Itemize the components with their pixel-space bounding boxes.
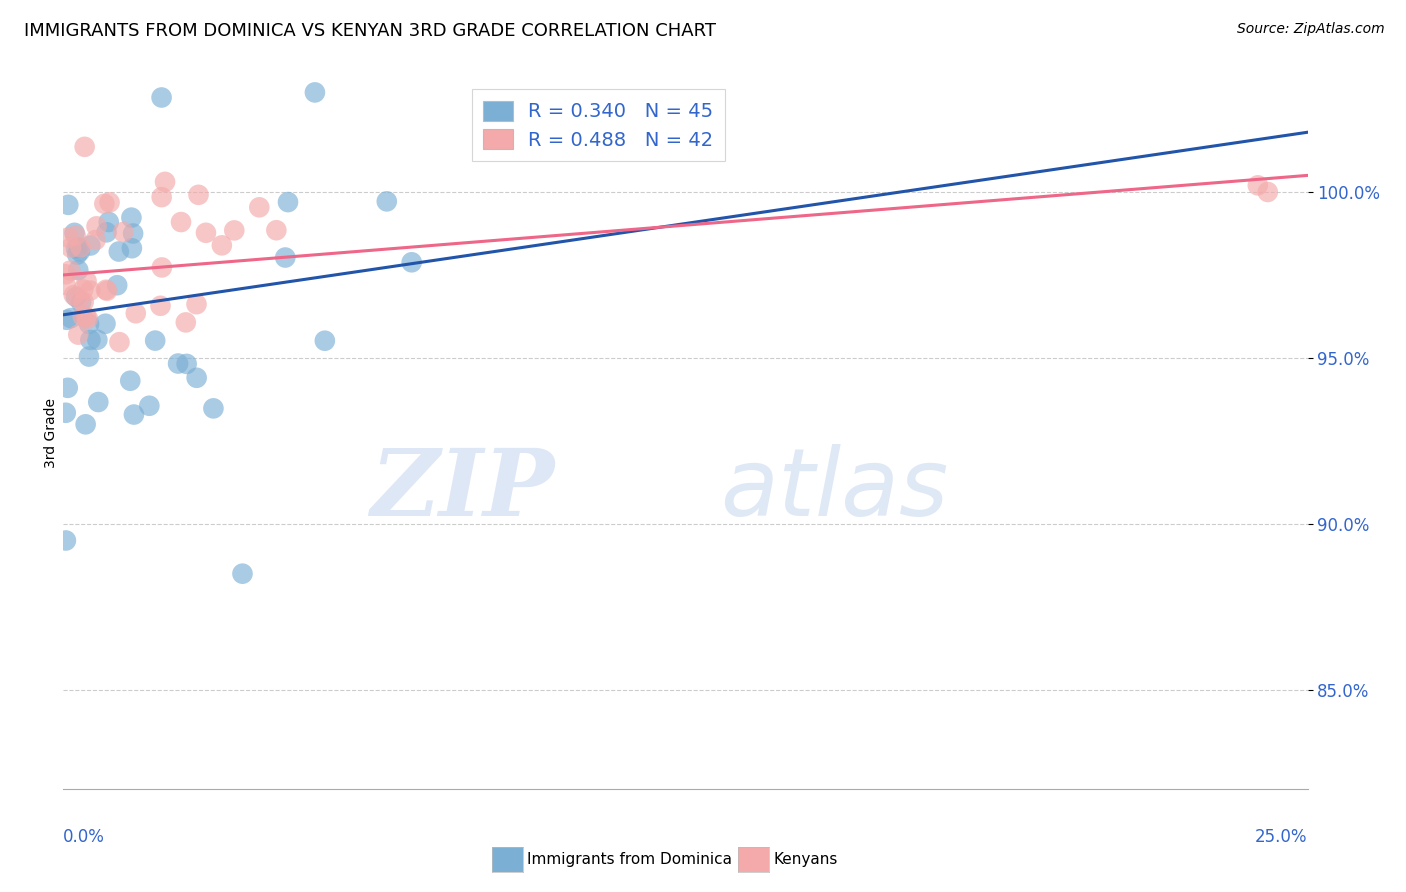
Point: [73, 140, 96, 154]
Point: [122, 227, 145, 241]
Point: [108, 335, 131, 350]
Point: [150, 260, 173, 275]
Point: [58, 198, 80, 212]
Point: [65, 290, 87, 304]
Point: [79, 333, 101, 347]
Point: [1257, 185, 1279, 199]
Point: [67, 291, 90, 305]
Point: [277, 195, 299, 210]
Point: [55, 533, 77, 548]
Point: [170, 215, 193, 229]
Point: [401, 255, 423, 269]
Point: [186, 297, 208, 311]
Point: [247, 200, 270, 214]
Y-axis label: 3rd Grade: 3rd Grade: [44, 398, 58, 467]
Text: IMMIGRANTS FROM DOMINICA VS KENYAN 3RD GRADE CORRELATION CHART: IMMIGRANTS FROM DOMINICA VS KENYAN 3RD G…: [24, 22, 716, 40]
Point: [65, 242, 87, 256]
Point: [96, 225, 118, 239]
Point: [105, 278, 128, 293]
Point: [314, 334, 336, 348]
Point: [122, 408, 145, 422]
Point: [75, 417, 97, 432]
Point: [84, 233, 107, 247]
Point: [56, 230, 79, 244]
Point: [63, 226, 86, 240]
Point: [96, 284, 118, 298]
Point: [76, 311, 98, 326]
Point: [187, 187, 209, 202]
Point: [149, 299, 172, 313]
Point: [150, 90, 173, 104]
Point: [231, 566, 253, 581]
Point: [375, 194, 398, 209]
Point: [94, 317, 117, 331]
Point: [98, 195, 121, 210]
Point: [59, 263, 82, 277]
Point: [67, 327, 90, 342]
Point: [72, 310, 94, 324]
Point: [69, 244, 91, 259]
Legend: R = 0.340   N = 45, R = 0.488   N = 42: R = 0.340 N = 45, R = 0.488 N = 42: [472, 89, 725, 161]
Point: [138, 399, 160, 413]
Point: [112, 225, 135, 239]
Point: [274, 251, 297, 265]
Point: [150, 190, 173, 204]
Point: [1247, 178, 1270, 193]
Point: [55, 406, 77, 420]
Point: [77, 350, 100, 364]
Point: [79, 284, 101, 298]
Text: ZIP: ZIP: [371, 445, 555, 534]
Point: [69, 240, 91, 254]
Text: Kenyans: Kenyans: [773, 853, 838, 867]
Point: [153, 175, 176, 189]
Point: [120, 374, 142, 388]
Point: [59, 311, 82, 326]
Point: [65, 228, 87, 243]
Text: 0.0%: 0.0%: [63, 828, 105, 846]
Point: [77, 317, 100, 331]
Point: [67, 263, 90, 277]
Point: [76, 274, 98, 288]
Text: Source: ZipAtlas.com: Source: ZipAtlas.com: [1237, 22, 1385, 37]
Point: [55, 268, 77, 282]
Text: 25.0%: 25.0%: [1256, 828, 1308, 846]
Text: Immigrants from Dominica: Immigrants from Dominica: [527, 853, 733, 867]
Point: [93, 196, 115, 211]
Point: [67, 241, 90, 255]
Point: [176, 357, 198, 371]
Point: [66, 247, 89, 261]
Point: [186, 371, 208, 385]
Point: [211, 238, 233, 252]
Point: [79, 238, 101, 252]
Point: [304, 86, 326, 100]
Point: [87, 395, 110, 409]
Point: [72, 283, 94, 297]
Point: [143, 334, 166, 348]
Point: [75, 310, 97, 324]
Point: [55, 278, 77, 293]
Point: [120, 211, 142, 225]
Point: [97, 215, 120, 229]
Point: [56, 313, 79, 327]
Point: [174, 315, 197, 329]
Point: [125, 306, 148, 320]
Point: [194, 226, 217, 240]
Point: [167, 357, 190, 371]
Text: atlas: atlas: [721, 444, 949, 535]
Point: [62, 288, 84, 302]
Point: [224, 223, 246, 237]
Point: [86, 333, 108, 347]
Point: [73, 294, 96, 309]
Point: [121, 241, 143, 255]
Point: [94, 283, 117, 297]
Point: [70, 295, 93, 310]
Point: [59, 241, 82, 255]
Point: [86, 219, 108, 234]
Point: [266, 223, 288, 237]
Point: [56, 381, 79, 395]
Point: [202, 401, 225, 416]
Point: [108, 244, 131, 259]
